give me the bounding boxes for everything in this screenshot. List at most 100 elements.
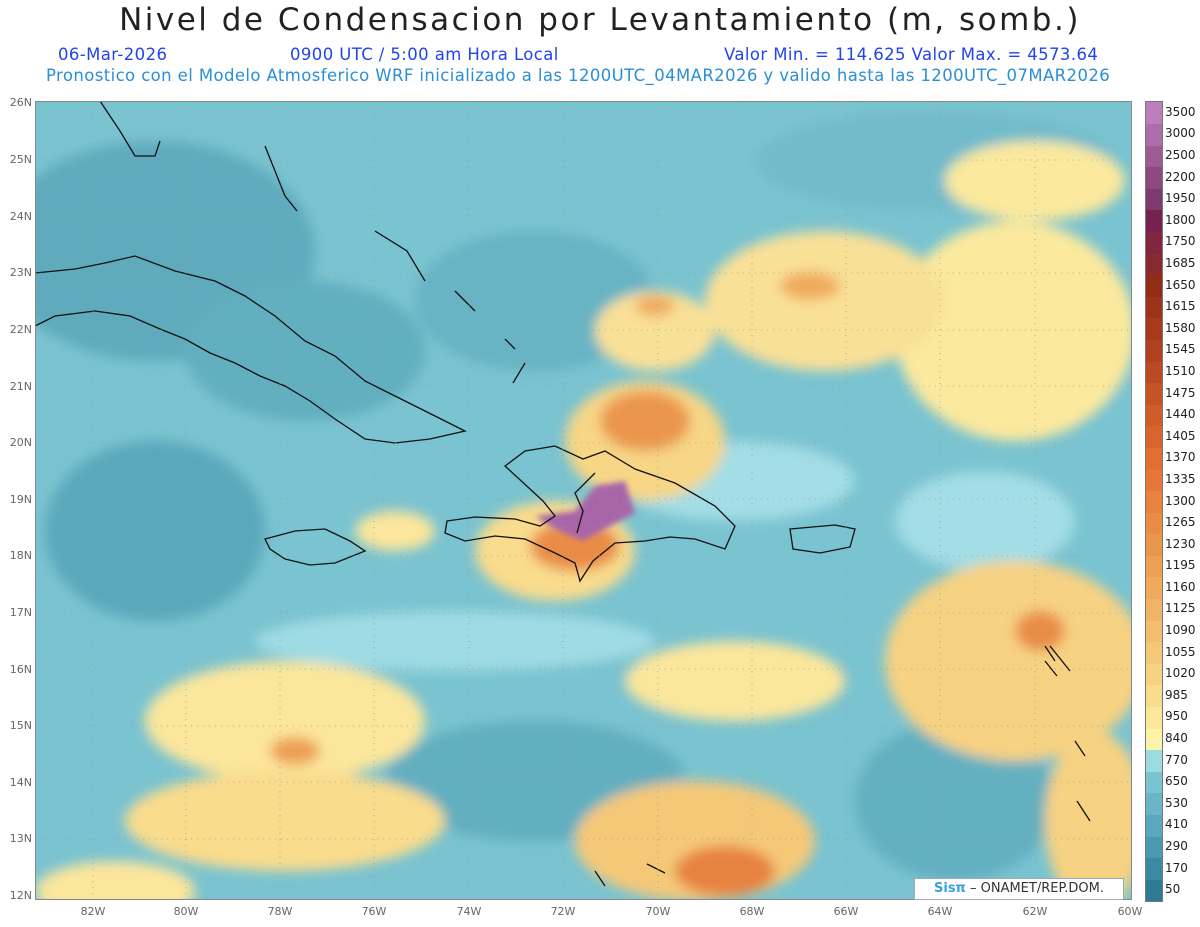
legend-label: 1370 [1165, 450, 1196, 465]
legend-swatch [1146, 512, 1162, 535]
legend-label: 1230 [1165, 536, 1196, 551]
legend-label: 1510 [1165, 363, 1196, 378]
legend-swatch [1146, 382, 1162, 405]
field-shading [35, 111, 1132, 900]
legend-swatch [1146, 749, 1162, 772]
date-label: 06-Mar-2026 [58, 45, 168, 64]
legend-label: 1265 [1165, 515, 1196, 530]
lat-label-18n: 18N [9, 549, 32, 562]
legend-swatch [1146, 555, 1162, 578]
legend-label: 1160 [1165, 579, 1196, 594]
legend-swatch [1146, 361, 1162, 384]
map-title: Nivel de Condensacion por Levantamiento … [119, 2, 1081, 38]
legend-label: 1615 [1165, 299, 1196, 314]
coastlines [35, 101, 1091, 887]
lon-label-76w: 76W [361, 905, 387, 918]
legend-swatch [1146, 793, 1162, 816]
lon-label-70w: 70W [645, 905, 671, 918]
legend-label: 1475 [1165, 385, 1196, 400]
legend-label: 290 [1165, 839, 1188, 853]
lat-label-25n: 25N [9, 153, 32, 166]
legend-swatch [1146, 274, 1162, 297]
legend-swatch [1146, 728, 1162, 751]
legend-label: 1650 [1165, 277, 1196, 292]
legend-swatch [1146, 317, 1162, 340]
map-frame [35, 101, 1132, 900]
legend-swatch [1146, 577, 1162, 600]
legend-label: 1750 [1165, 234, 1196, 249]
legend-swatch [1146, 598, 1162, 621]
legend-swatch [1146, 857, 1162, 880]
lon-label-80w: 80W [173, 905, 199, 918]
legend-swatch [1146, 879, 1162, 902]
lat-label-15n: 15N [9, 719, 32, 732]
lon-label-68w: 68W [739, 905, 765, 918]
legend-label: 50 [1165, 882, 1181, 897]
lat-label-21n: 21N [9, 380, 32, 393]
legend-swatch [1146, 533, 1162, 556]
legend-label: 1335 [1165, 471, 1196, 486]
legend-swatch [1146, 814, 1162, 837]
lat-label-14n: 14N [9, 776, 32, 789]
legend-label: 3000 [1165, 126, 1196, 141]
lon-label-72w: 72W [550, 905, 576, 918]
legend-label: 170 [1165, 860, 1188, 875]
credit-text: – ONAMET/REP.DOM. [965, 881, 1104, 896]
legend-label: 950 [1165, 709, 1188, 724]
legend-label: 1300 [1165, 493, 1196, 508]
lon-label-78w: 78W [267, 905, 293, 918]
legend-label: 770 [1165, 752, 1188, 767]
legend-label: 1580 [1165, 320, 1196, 335]
time-label: 0900 UTC / 5:00 am Hora Local [290, 45, 559, 64]
legend-label: 1800 [1165, 212, 1196, 227]
min-max-label: Valor Min. = 114.625 Valor Max. = 4573.6… [724, 45, 1099, 64]
lat-label-16n: 16N [9, 663, 32, 676]
lat-label-26n: 26N [9, 96, 32, 109]
legend-label: 2500 [1165, 147, 1196, 162]
color-legend [1145, 101, 1163, 902]
legend-swatch [1146, 102, 1162, 124]
lat-label-23n: 23N [9, 266, 32, 279]
legend-label: 985 [1165, 687, 1188, 702]
legend-label: 650 [1165, 774, 1188, 789]
legend-swatch [1146, 166, 1162, 189]
legend-label: 840 [1165, 731, 1188, 746]
legend-swatch [1146, 620, 1162, 643]
lon-label-66w: 66W [833, 905, 859, 918]
legend-label: 1405 [1165, 428, 1196, 443]
legend-swatch [1146, 490, 1162, 513]
legend-label: 1545 [1165, 342, 1196, 357]
legend-swatch [1146, 123, 1162, 146]
lon-label-64w: 64W [927, 905, 953, 918]
lat-label-13n: 13N [9, 832, 32, 845]
lon-label-60w: 60W [1117, 905, 1143, 918]
lat-label-22n: 22N [9, 323, 32, 336]
legend-label: 1055 [1165, 644, 1196, 659]
legend-swatch [1146, 836, 1162, 859]
legend-swatch [1146, 469, 1162, 492]
legend-label: 2200 [1165, 169, 1196, 184]
legend-label: 1090 [1165, 623, 1196, 638]
legend-label: 3500 [1165, 104, 1196, 119]
legend-swatch [1146, 209, 1162, 232]
legend-swatch [1146, 231, 1162, 254]
lcl-map [35, 101, 1132, 900]
lat-label-19n: 19N [9, 493, 32, 506]
legend-swatch [1146, 296, 1162, 319]
sis-logo-text: Sisπ [934, 881, 966, 896]
credit-box: Sisπ – ONAMET/REP.DOM. [914, 878, 1124, 900]
forecast-label: Pronostico con el Modelo Atmosferico WRF… [46, 66, 1111, 85]
legend-swatch [1146, 145, 1162, 168]
legend-swatch [1146, 253, 1162, 276]
lon-label-74w: 74W [456, 905, 482, 918]
legend-swatch [1146, 188, 1162, 211]
lat-label-20n: 20N [9, 436, 32, 449]
legend-swatch [1146, 404, 1162, 427]
legend-swatch [1146, 339, 1162, 362]
lat-label-24n: 24N [9, 210, 32, 223]
legend-swatch [1146, 425, 1162, 448]
lat-label-17n: 17N [9, 606, 32, 619]
lat-label-12n: 12N [9, 889, 32, 902]
legend-label: 1440 [1165, 407, 1196, 422]
lon-label-62w: 62W [1022, 905, 1048, 918]
